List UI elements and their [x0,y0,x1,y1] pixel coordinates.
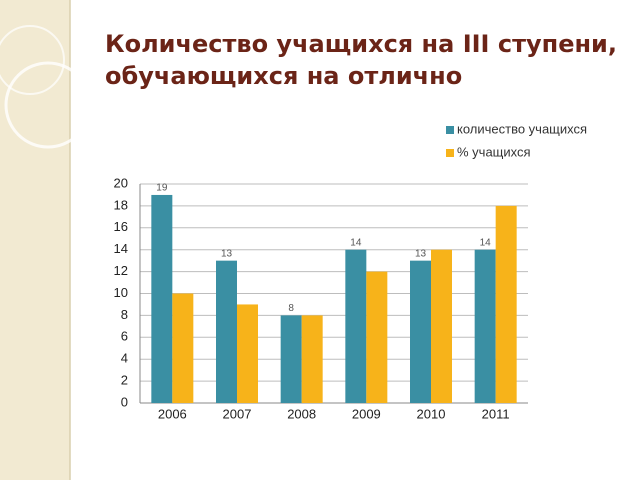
y-tick-label: 12 [114,263,128,278]
chart-title: Количество учащихся на III ступени, [105,30,617,58]
y-tick-label: 20 [114,175,128,190]
bar [366,271,388,403]
bar [474,249,496,403]
bar [431,249,452,403]
x-tick-label: 2009 [352,406,381,421]
x-tick-label: 2006 [158,406,187,421]
data-label: 13 [221,248,233,259]
y-tick-label: 2 [121,373,128,388]
bar [495,205,517,403]
x-tick-label: 2010 [417,406,446,421]
y-tick-label: 14 [114,241,128,256]
bar [301,315,323,403]
y-tick-label: 0 [121,394,128,409]
bar [410,260,431,403]
y-tick-label: 6 [121,329,128,344]
y-tick-label: 18 [114,197,128,212]
y-tick-label: 8 [121,307,128,322]
decor-circle [4,61,92,149]
legend-label: % учащихся [457,144,531,159]
data-label: 13 [415,248,427,259]
x-tick-label: 2008 [287,406,316,421]
decor-circle [0,25,65,95]
bar [237,304,258,403]
decor-strip [0,0,70,480]
bar [151,194,173,403]
legend-swatch [446,149,454,157]
y-tick-label: 4 [121,351,128,366]
legend-label: количество учащихся [457,121,587,136]
x-tick-label: 2007 [223,406,252,421]
legend-swatch [446,126,454,134]
data-label: 19 [156,183,168,194]
y-tick-label: 10 [114,285,128,300]
x-tick-label: 2011 [482,406,510,421]
y-tick-label: 16 [114,219,128,234]
bar [345,249,367,403]
data-label: 8 [288,303,294,314]
bar [216,260,237,403]
chart-title: обучающихся на отлично [105,62,462,90]
data-label: 14 [350,237,362,248]
data-label: 14 [480,237,492,248]
bar [172,293,194,403]
bar [280,315,302,403]
